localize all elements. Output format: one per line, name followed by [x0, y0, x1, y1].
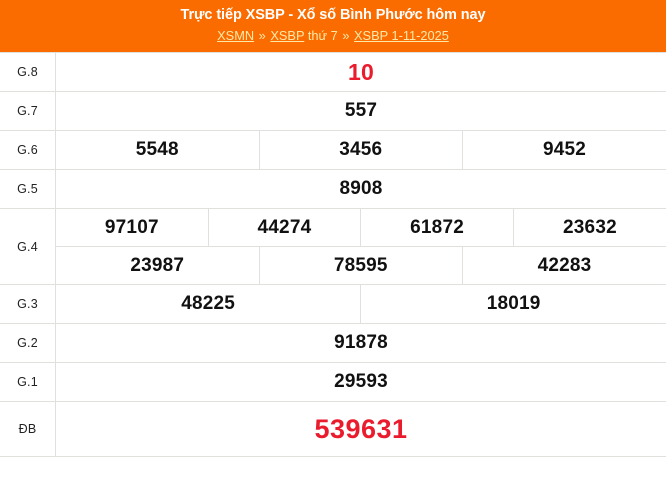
table-row: G.8 10 — [0, 52, 666, 92]
table-row: 23987 78595 42283 — [0, 246, 666, 285]
table-row: G.3 48225 18019 — [0, 284, 666, 324]
table-row: G.4 97107 44274 61872 23632 — [0, 208, 666, 285]
result-number-g1-1: 29593 — [55, 362, 666, 402]
result-number-g4-7: 42283 — [462, 246, 666, 285]
result-number-g7-1: 557 — [55, 91, 666, 131]
breadcrumb: XSMN » XSBP thứ 7 » XSBP 1-11-2025 — [0, 27, 666, 44]
prize-label-g2: G.2 — [0, 323, 56, 363]
prize-label-g4: G.4 — [0, 208, 56, 285]
prize-label-db: ĐB — [0, 401, 56, 457]
table-row: G.1 29593 — [0, 362, 666, 402]
lottery-results-table: G.8 10 G.7 557 G.6 5548 3456 9452 G.5 89… — [0, 52, 666, 457]
result-number-g6-1: 5548 — [55, 130, 260, 170]
result-number-g2-1: 91878 — [55, 323, 666, 363]
result-number-g5-1: 8908 — [55, 169, 666, 209]
breadcrumb-link-day[interactable]: XSBP — [270, 28, 305, 43]
breadcrumb-separator-2: » — [342, 28, 350, 43]
result-number-g6-2: 3456 — [258, 130, 463, 170]
result-number-g4-5: 23987 — [55, 246, 260, 285]
result-number-g3-2: 18019 — [360, 284, 666, 324]
table-row: G.7 557 — [0, 91, 666, 131]
result-number-g4-3: 61872 — [360, 208, 514, 247]
breadcrumb-separator-1: » — [258, 28, 266, 43]
prize-label-g3: G.3 — [0, 284, 56, 324]
table-row: ĐB 539631 — [0, 401, 666, 457]
page-header: Trực tiếp XSBP - Xổ số Bình Phước hôm na… — [0, 0, 666, 52]
prize-label-g6: G.6 — [0, 130, 56, 170]
prize-label-g8: G.8 — [0, 52, 56, 92]
breadcrumb-link-date[interactable]: XSBP 1-11-2025 — [354, 28, 449, 43]
prize-label-g7: G.7 — [0, 91, 56, 131]
result-number-g4-1: 97107 — [55, 208, 209, 247]
result-number-g8-1: 10 — [55, 52, 666, 92]
result-number-g4-6: 78595 — [258, 246, 463, 285]
breadcrumb-link-region[interactable]: XSMN — [217, 28, 255, 43]
table-row: G.5 8908 — [0, 169, 666, 209]
page-title: Trực tiếp XSBP - Xổ số Bình Phước hôm na… — [180, 7, 486, 23]
result-number-g4-4: 23632 — [512, 208, 666, 247]
result-number-g6-3: 9452 — [462, 130, 666, 170]
prize-label-g5: G.5 — [0, 169, 56, 209]
breadcrumb-day-suffix: thứ 7 — [307, 28, 338, 43]
result-number-g3-1: 48225 — [54, 284, 362, 324]
result-number-db-1: 539631 — [55, 401, 666, 457]
table-row: G.2 91878 — [0, 323, 666, 363]
result-number-g4-2: 44274 — [207, 208, 362, 247]
table-row: G.6 5548 3456 9452 — [0, 130, 666, 170]
prize-label-g1: G.1 — [0, 362, 56, 402]
